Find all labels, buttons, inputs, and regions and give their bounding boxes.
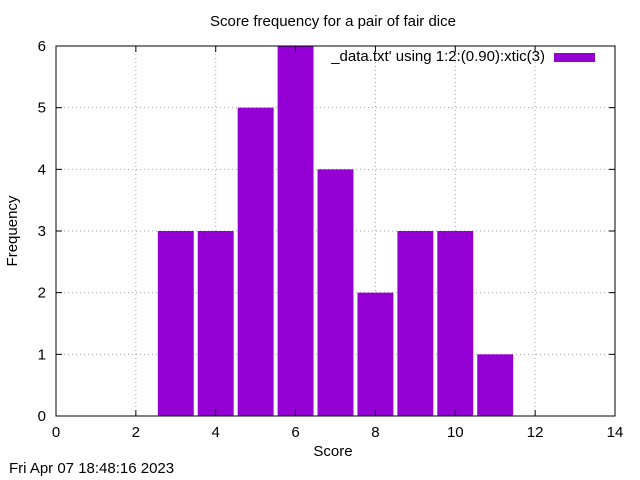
y-tick-label: 6 [38,38,46,55]
x-tick-label: 6 [291,424,299,441]
y-tick-label: 0 [38,408,46,425]
bar-score-5 [237,107,274,417]
legend-swatch [554,53,595,62]
y-tick-label: 2 [38,285,46,302]
legend-label: _data.txt' using 1:2:(0.90):xtic(3) [330,48,545,65]
legend: _data.txt' using 1:2:(0.90):xtic(3) [330,48,595,65]
x-tick-label: 2 [132,424,140,441]
bar-score-7 [317,169,354,416]
x-tick-label: 12 [527,424,544,441]
bar-score-10 [437,231,474,416]
x-tick-label: 0 [52,424,60,441]
bar-score-11 [477,354,514,416]
bar-score-8 [357,292,394,416]
bar-score-4 [197,231,234,416]
x-tick-label: 14 [607,424,624,441]
x-tick-label: 8 [371,424,379,441]
chart-title: Score frequency for a pair of fair dice [210,13,456,30]
x-axis-title: Score [313,443,352,460]
x-tick-label: 10 [447,424,464,441]
bar-score-9 [397,231,434,416]
y-axis-title: Frequency [4,195,21,266]
bar-score-6 [277,46,314,416]
x-tick-label: 4 [212,424,220,441]
y-tick-label: 3 [38,223,46,240]
bars [157,46,514,417]
y-tick-label: 1 [38,346,46,363]
bar-score-3 [157,231,194,416]
y-tick-label: 5 [38,100,46,117]
y-tick-label: 4 [38,161,46,178]
timestamp: Fri Apr 07 18:48:16 2023 [9,460,175,477]
